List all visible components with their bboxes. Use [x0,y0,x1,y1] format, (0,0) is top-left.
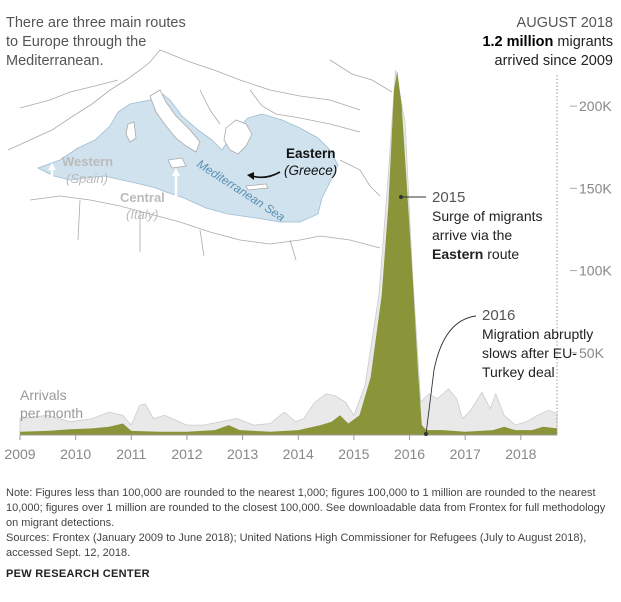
x-tick-label: 2018 [505,446,536,462]
western-route-arrowhead [48,163,56,170]
x-tick-label: 2013 [227,446,258,462]
mediterranean-sea-shape [36,91,339,223]
x-tick-label: 2012 [171,446,202,462]
crete-shape [245,183,269,191]
migrant-arrivals-chart: Mediterranean Sea Western (Spain) Centra… [4,49,612,462]
sources-text: Sources: Frontex (January 2009 to June 2… [6,532,587,559]
sardinia-shape [125,121,137,143]
sicily-shape [167,157,187,169]
x-tick-label: 2009 [4,446,35,462]
y-tick-label: 100K [579,263,612,279]
area-all-routes [19,69,558,436]
route-central-country: (Italy) [126,207,159,222]
arrivals-label-2: per month [20,405,84,421]
note-text: Note: Figures less than 100,000 are roun… [6,487,606,529]
headline-total: 1.2 million [482,34,554,50]
plot-area: 50K 100K 150K 200K 2009 2010 2011 2012 2013 2014… [4,69,612,462]
annotation-2016: 2016 Migration abruptly slows after EU- … [482,306,593,382]
headline-period: AUGUST 2018 [516,15,613,31]
annotation-2015-year: 2015 [432,189,466,206]
x-axis-ticks: 2009 2010 2011 2012 2013 2014 2015 2016 2017 2018 [4,435,537,462]
route-western-country: (Spain) [66,171,108,186]
italy-shape [149,89,201,153]
annotation-2016-dot [424,432,428,436]
mediterranean-map: Mediterranean Sea Western (Spain) Centra… [7,49,393,261]
x-tick-label: 2016 [394,446,425,462]
headline-rest-1: migrants [553,34,613,50]
route-eastern-name: Eastern [286,146,336,161]
arrivals-label-1: Arrivals [20,387,67,403]
annotation-2016-line1: Migration abruptly [482,326,594,342]
route-eastern-country: (Greece) [284,163,337,178]
y-axis-ticks: 50K 100K 150K 200K [570,98,612,361]
route-western-name: Western [62,154,113,169]
annotation-2016-line3: Turkey deal [482,364,555,380]
brand-name: PEW RESEARCH CENTER [6,568,150,580]
annotation-2015-line2: arrive via the [432,227,513,243]
headline-rest-2: arrived since 2009 [494,53,614,69]
annotation-2016-line2: slows after EU- [482,345,577,361]
x-tick-label: 2010 [60,446,91,462]
x-tick-label: 2015 [338,446,369,462]
intro-text: There are three main routes to Europe th… [6,15,186,69]
x-tick-label: 2011 [116,446,146,462]
annotation-2015-tail: route [483,246,520,262]
y-tick-label: 200K [579,98,612,114]
y-tick-label: 50K [579,345,605,361]
central-route-arrowhead [172,168,180,176]
eastern-route-arrowhead [247,172,254,180]
annotation-2015-dot [399,195,403,199]
headline: AUGUST 2018 1.2 million migrants arrived… [482,14,613,71]
y-tick-label: 150K [579,180,612,196]
annotation-2016-leader [425,315,477,435]
annotation-2016-year: 2016 [482,307,516,324]
route-central-name: Central [120,190,165,205]
land-borders [7,49,393,261]
annotation-2015-bold: Eastern [432,246,484,262]
annotation-2015-line1: Surge of migrants [432,208,543,224]
arrivals-label: Arrivals per month [20,386,83,422]
x-tick-label: 2014 [283,446,314,462]
annotation-2015: 2015 Surge of migrants arrive via the Ea… [432,188,543,264]
eastern-route-arrow [251,171,281,179]
x-tick-label: 2017 [450,446,481,462]
notes: Note: Figures less than 100,000 are roun… [6,486,606,561]
greece-shape [223,119,253,155]
